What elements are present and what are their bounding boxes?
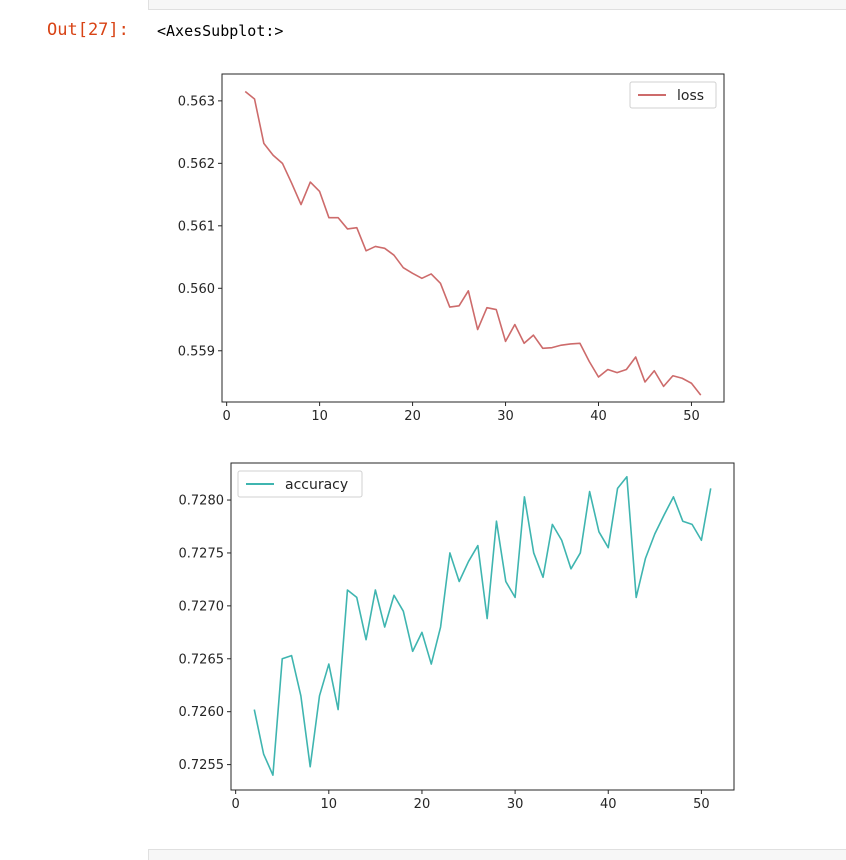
y-tick-label: 0.7260 [179,705,225,720]
accuracy-chart: 0 10 20 30 40 50 0.7255 0.7260 0.7265 0.7270 0.727… [179,462,735,812]
x-tick-label: 40 [600,797,617,812]
legend-box [237,470,363,498]
series-line-accuracy [253,475,712,776]
x-tick-label: 20 [404,409,421,424]
x-tick-label: 30 [497,409,514,424]
y-tick-label: 0.7265 [179,652,225,667]
y-tick-label: 0.559 [178,344,215,359]
x-tick-label: 0 [223,409,231,424]
legend: accuracy [237,470,363,498]
legend-label: loss [677,88,704,104]
y-tick-label: 0.7270 [179,599,225,614]
x-tick-label: 40 [590,409,607,424]
x-tick-label: 50 [693,797,710,812]
y-tick-label: 0.7280 [179,494,225,509]
legend-box [629,81,717,109]
legend: loss [629,81,717,109]
x-tick-label: 10 [321,797,338,812]
x-tick-label: 30 [507,797,524,812]
x-tick-label: 50 [683,409,700,424]
x-tick-label: 0 [232,797,240,812]
y-tick-label: 0.561 [178,219,215,234]
x-tick-label: 20 [414,797,431,812]
y-tick-label: 0.562 [178,157,215,172]
next-cell-border [148,849,846,860]
y-tick-label: 0.7275 [179,546,225,561]
output-prompt: Out[27]: [47,20,129,40]
legend-label: accuracy [285,477,348,493]
series-line-loss [244,90,702,396]
y-tick-label: 0.563 [178,94,215,109]
x-tick-label: 10 [311,409,328,424]
loss-chart: 0 10 20 30 40 50 0.559 0.560 0.561 0.562 0.563 loss [178,73,725,424]
y-tick-label: 0.560 [178,282,215,297]
previous-cell-border [148,0,846,10]
output-text: <AxesSubplot:> [157,22,284,40]
y-tick-label: 0.7255 [179,758,225,773]
plot-frame [221,73,725,403]
